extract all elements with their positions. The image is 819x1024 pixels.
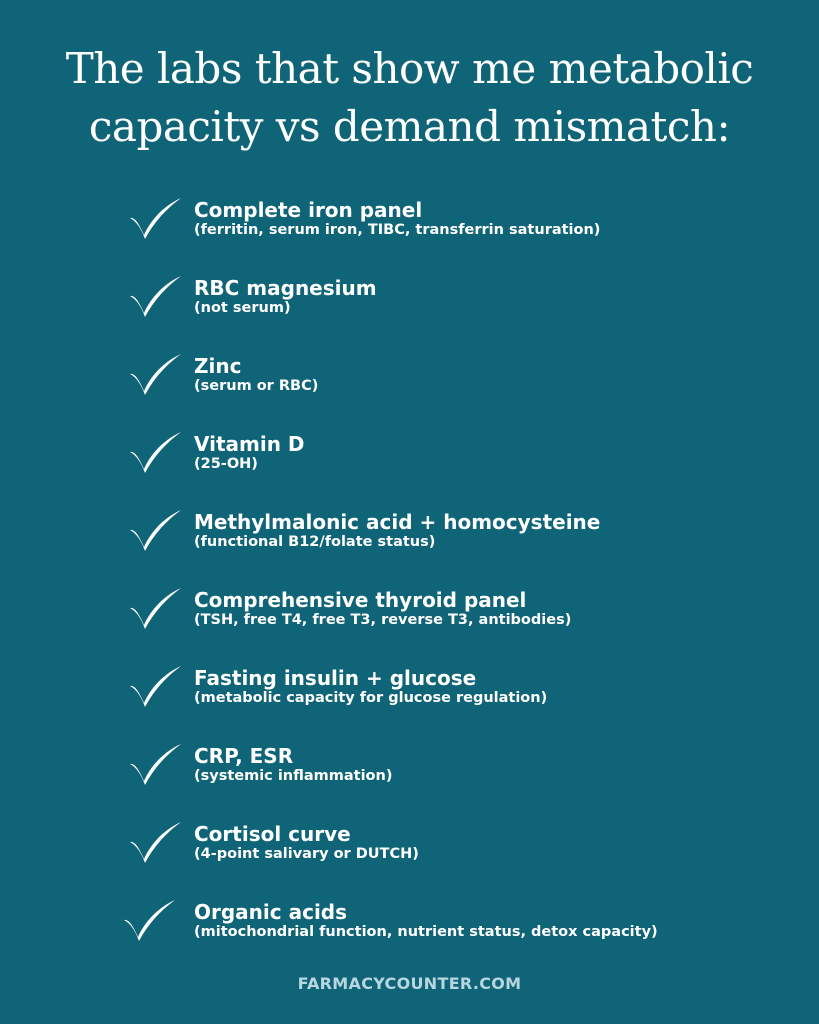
checklist-item-subtitle: (4-point salivary or DUTCH) [194, 846, 419, 862]
checklist-item-title: Fasting insulin + glucose [194, 666, 477, 690]
checkmark-icon [126, 272, 184, 320]
checklist-item-subtitle: (functional B12/folate status) [194, 534, 436, 550]
page-title-line-1: The labs that show me metabolic [65, 44, 754, 93]
checklist-item-text: Organic acids (mitochondrial function, n… [194, 901, 658, 941]
checkmark-icon [126, 350, 184, 398]
checkmark-icon [126, 740, 184, 788]
checklist-item-text: Cortisol curve (4-point salivary or DUTC… [194, 823, 419, 863]
checklist-item-subtitle: (serum or RBC) [194, 378, 319, 394]
page-title-line-2: capacity vs demand mismatch: [88, 102, 731, 151]
checklist-item-zinc: Zinc (serum or RBC) [0, 348, 819, 426]
checklist-item-insulin-glucose: Fasting insulin + glucose (metabolic cap… [0, 660, 819, 738]
checklist-item-text: RBC magnesium (not serum) [194, 277, 377, 317]
checklist-item-title: Cortisol curve [194, 822, 351, 846]
checklist-item-title: Zinc [194, 354, 242, 378]
checkmark-icon [126, 428, 184, 476]
checkmark-icon [120, 896, 178, 944]
checklist-item-methylmalonic-acid: Methylmalonic acid + homocysteine (funct… [0, 504, 819, 582]
checklist-item-rbc-magnesium: RBC magnesium (not serum) [0, 270, 819, 348]
checklist-item-text: Fasting insulin + glucose (metabolic cap… [194, 667, 547, 707]
checkmark-icon [126, 194, 184, 242]
checklist-item-title: CRP, ESR [194, 744, 294, 768]
checkmark-icon [126, 818, 184, 866]
checklist-item-crp-esr: CRP, ESR (systemic inflammation) [0, 738, 819, 816]
checklist-item-subtitle: (25-OH) [194, 456, 258, 472]
checklist-item-subtitle: (ferritin, serum iron, TIBC, transferrin… [194, 222, 601, 238]
checklist-item-title: Comprehensive thyroid panel [194, 588, 527, 612]
checklist-item-subtitle: (metabolic capacity for glucose regulati… [194, 690, 548, 706]
checklist-item-title: RBC magnesium [194, 276, 377, 300]
checklist-item-vitamin-d: Vitamin D (25-OH) [0, 426, 819, 504]
checklist-item-subtitle: (mitochondrial function, nutrient status… [194, 924, 658, 940]
checklist-item-thyroid-panel: Comprehensive thyroid panel (TSH, free T… [0, 582, 819, 660]
checklist-item-text: Zinc (serum or RBC) [194, 355, 318, 395]
checklist-item-subtitle: (TSH, free T4, free T3, reverse T3, anti… [194, 612, 572, 628]
checklist-item-text: CRP, ESR (systemic inflammation) [194, 745, 392, 785]
checklist-item-subtitle: (not serum) [194, 300, 291, 316]
checklist-item-title: Methylmalonic acid + homocysteine [194, 510, 601, 534]
checkmark-icon [126, 506, 184, 554]
footer-website-url: FARMACYCOUNTER.COM [297, 974, 522, 993]
checklist-item-subtitle: (systemic inflammation) [194, 768, 393, 784]
page-title: The labs that show me metabolic capacity… [0, 40, 819, 156]
checklist-item-text: Vitamin D (25-OH) [194, 433, 305, 473]
checklist-item-text: Comprehensive thyroid panel (TSH, free T… [194, 589, 571, 629]
checklist-item-text: Complete iron panel (ferritin, serum iro… [194, 199, 600, 239]
checklist-item-organic-acids: Organic acids (mitochondrial function, n… [0, 894, 819, 972]
checklist-item-text: Methylmalonic acid + homocysteine (funct… [194, 511, 600, 551]
lab-checklist: Complete iron panel (ferritin, serum iro… [0, 192, 819, 972]
checklist-item-cortisol-curve: Cortisol curve (4-point salivary or DUTC… [0, 816, 819, 894]
checklist-item-iron-panel: Complete iron panel (ferritin, serum iro… [0, 192, 819, 270]
checkmark-icon [126, 662, 184, 710]
checkmark-icon [126, 584, 184, 632]
checklist-item-title: Complete iron panel [194, 198, 423, 222]
checklist-item-title: Organic acids [194, 900, 348, 924]
checklist-item-title: Vitamin D [194, 432, 305, 456]
